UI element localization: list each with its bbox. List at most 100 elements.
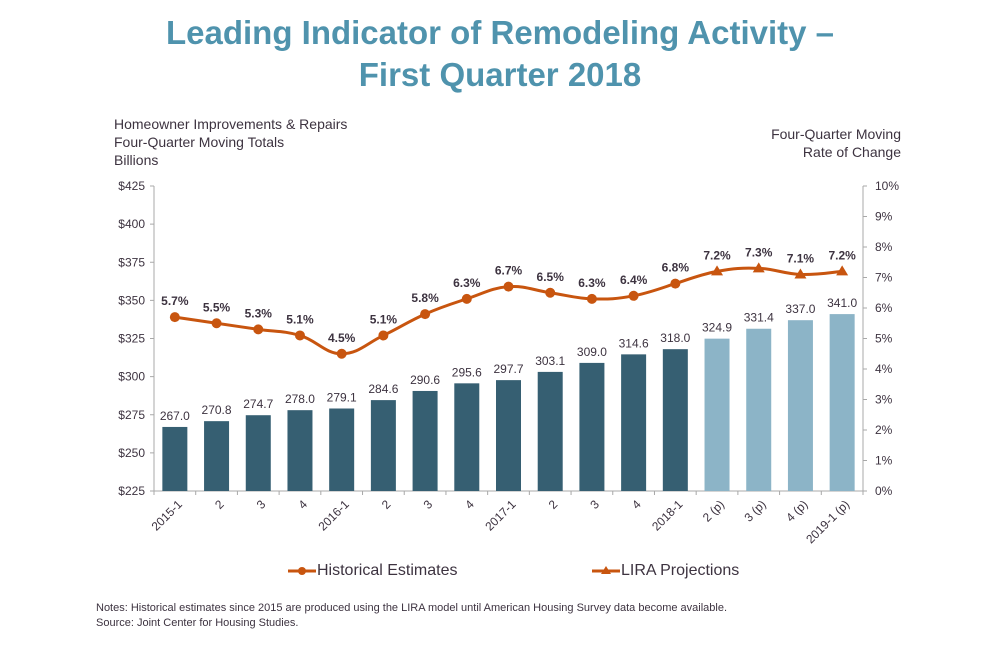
right-axis-tick-label: 3% (875, 393, 893, 407)
historical-point (253, 324, 264, 335)
rate-value-label: 7.2% (828, 248, 856, 262)
x-axis-tick-label: 4 (295, 497, 310, 512)
left-axis-tick-label: $375 (118, 255, 145, 269)
rate-value-label: 5.5% (203, 300, 231, 314)
rate-value-label: 5.1% (286, 312, 314, 326)
axes: $225 $250 $275 $300 $325 $350 $375 $400 $425 0% 1%… (118, 179, 899, 498)
chart-title-line-1: Leading Indicator of Remodeling Activity… (165, 14, 835, 51)
bar-value-label: 284.6 (368, 382, 398, 396)
x-axis-tick-label: 2017-1 (482, 497, 519, 534)
left-axis-tick-label: $225 (118, 484, 145, 498)
chart-title-line-2: First Quarter 2018 (358, 56, 642, 93)
x-axis-tick-label: 3 (254, 497, 269, 512)
x-axis-tick-label: 4 (462, 497, 477, 512)
historical-point (294, 330, 305, 341)
rate-value-label: 5.1% (370, 312, 398, 326)
legend-label-historical: Historical Estimates (317, 562, 458, 579)
right-axis-tick-label: 5% (875, 332, 893, 346)
historical-bar (287, 410, 313, 491)
bar-value-label: 297.7 (493, 362, 523, 376)
right-axis-tick-label: 9% (875, 210, 893, 224)
right-axis-tick-label: 4% (875, 362, 893, 376)
x-axis-tick-label: 2018-1 (649, 497, 686, 534)
legend-item-historical[interactable]: Historical Estimates (288, 562, 457, 580)
x-axis-tick-label: 2 (379, 497, 394, 512)
historical-point (211, 318, 222, 329)
x-axis-tick-label: 3 (587, 497, 602, 512)
bar-value-label: 295.6 (452, 365, 482, 379)
rate-value-label: 7.2% (703, 248, 731, 262)
historical-bar (204, 421, 230, 491)
x-axis-tick-label: 4 (629, 497, 644, 512)
rate-value-label: 6.4% (620, 273, 648, 287)
historical-bar (245, 415, 271, 491)
left-axis-title-line-3: Billions (114, 152, 159, 168)
circle-line-icon (288, 567, 316, 575)
historical-bar (496, 380, 521, 491)
bar-value-label: 279.1 (327, 390, 357, 404)
historical-bar (329, 408, 355, 491)
rate-value-label: 6.7% (495, 264, 523, 278)
historical-point (586, 293, 597, 304)
historical-point (378, 330, 389, 341)
x-axis-tick-label: 2 (p) (700, 497, 727, 524)
x-axis-tick-label: 3 (p) (742, 497, 769, 524)
left-axis-tick-label: $325 (118, 332, 145, 346)
left-axis-tick-label: $350 (118, 293, 145, 307)
legend-item-projections[interactable]: LIRA Projections (592, 562, 739, 580)
left-axis-title-line-2: Four-Quarter Moving Totals (114, 134, 285, 150)
bar-value-label: 337.0 (785, 302, 815, 316)
left-axis-tick-label: $275 (118, 408, 145, 422)
historical-bar (662, 349, 688, 491)
historical-point (169, 312, 180, 323)
right-axis-tick-label: 0% (875, 484, 893, 498)
left-axis-title: Homeowner Improvements & Repairs Four-Qu… (114, 115, 347, 169)
right-axis-tick-label: 6% (875, 301, 893, 315)
left-axis-tick-label: $400 (118, 217, 145, 231)
x-axis-labels: 2015-1 2 3 4 2016-1 2 3 4 2017-1 2 3 4 2018-1 2 (p) 3 … (149, 497, 853, 546)
rate-value-label: 5.8% (411, 291, 439, 305)
left-axis-tick-label: $425 (118, 179, 145, 193)
right-axis-tick-label: 1% (875, 454, 893, 468)
x-axis-tick-label: 2016-1 (315, 497, 352, 534)
x-axis-tick-label: 2 (546, 497, 561, 512)
historical-bar (579, 362, 605, 491)
left-axis-title-line-1: Homeowner Improvements & Repairs (114, 116, 348, 132)
rate-value-label: 6.3% (578, 276, 606, 290)
bar-value-label: 324.9 (702, 321, 732, 335)
legend-label-projections: LIRA Projections (621, 562, 740, 579)
rate-value-label: 6.3% (453, 276, 481, 290)
right-axis-title: Four-Quarter Moving Rate of Change (771, 125, 901, 161)
bar-labels: 267.0 270.8 274.7 278.0 279.1 284.6 290.6 295.6… (160, 296, 858, 423)
bar-value-label: 314.6 (619, 336, 649, 350)
projection-point (711, 265, 724, 276)
rate-lines (169, 262, 849, 359)
historical-bar (162, 426, 188, 491)
right-axis-title-line-1: Four-Quarter Moving (771, 126, 901, 142)
rate-value-label: 7.1% (787, 251, 815, 265)
rate-value-label: 5.3% (245, 306, 273, 320)
rate-value-label: 5.7% (161, 294, 189, 308)
notes: Notes: Historical estimates since 2015 a… (96, 601, 727, 631)
legend: Historical Estimates LIRA Projections (0, 562, 1000, 586)
historical-point (670, 278, 681, 289)
left-axis-tick-label: $250 (118, 446, 145, 460)
historical-point (545, 287, 556, 298)
bar-value-label: 290.6 (410, 373, 440, 387)
notes-line: Notes: Historical estimates since 2015 a… (96, 602, 728, 614)
projection-point (836, 265, 849, 276)
x-axis-tick-label: 3 (421, 497, 436, 512)
triangle-line-icon (592, 566, 620, 574)
bar-value-label: 309.0 (577, 345, 607, 359)
bars (162, 314, 855, 491)
bar-value-label: 318.0 (660, 331, 690, 345)
right-axis-tick-label: 7% (875, 271, 893, 285)
bar-value-label: 267.0 (160, 409, 190, 423)
source-line: Source: Joint Center for Housing Studies… (96, 617, 299, 629)
historical-bar (370, 400, 396, 491)
rate-value-label: 6.5% (537, 270, 565, 284)
bar-value-label: 278.0 (285, 392, 315, 406)
rate-value-label: 4.5% (328, 331, 356, 345)
combo-chart: $225 $250 $275 $300 $325 $350 $375 $400 $425 0% 1%… (118, 179, 899, 546)
bar-value-label: 331.4 (744, 311, 774, 325)
